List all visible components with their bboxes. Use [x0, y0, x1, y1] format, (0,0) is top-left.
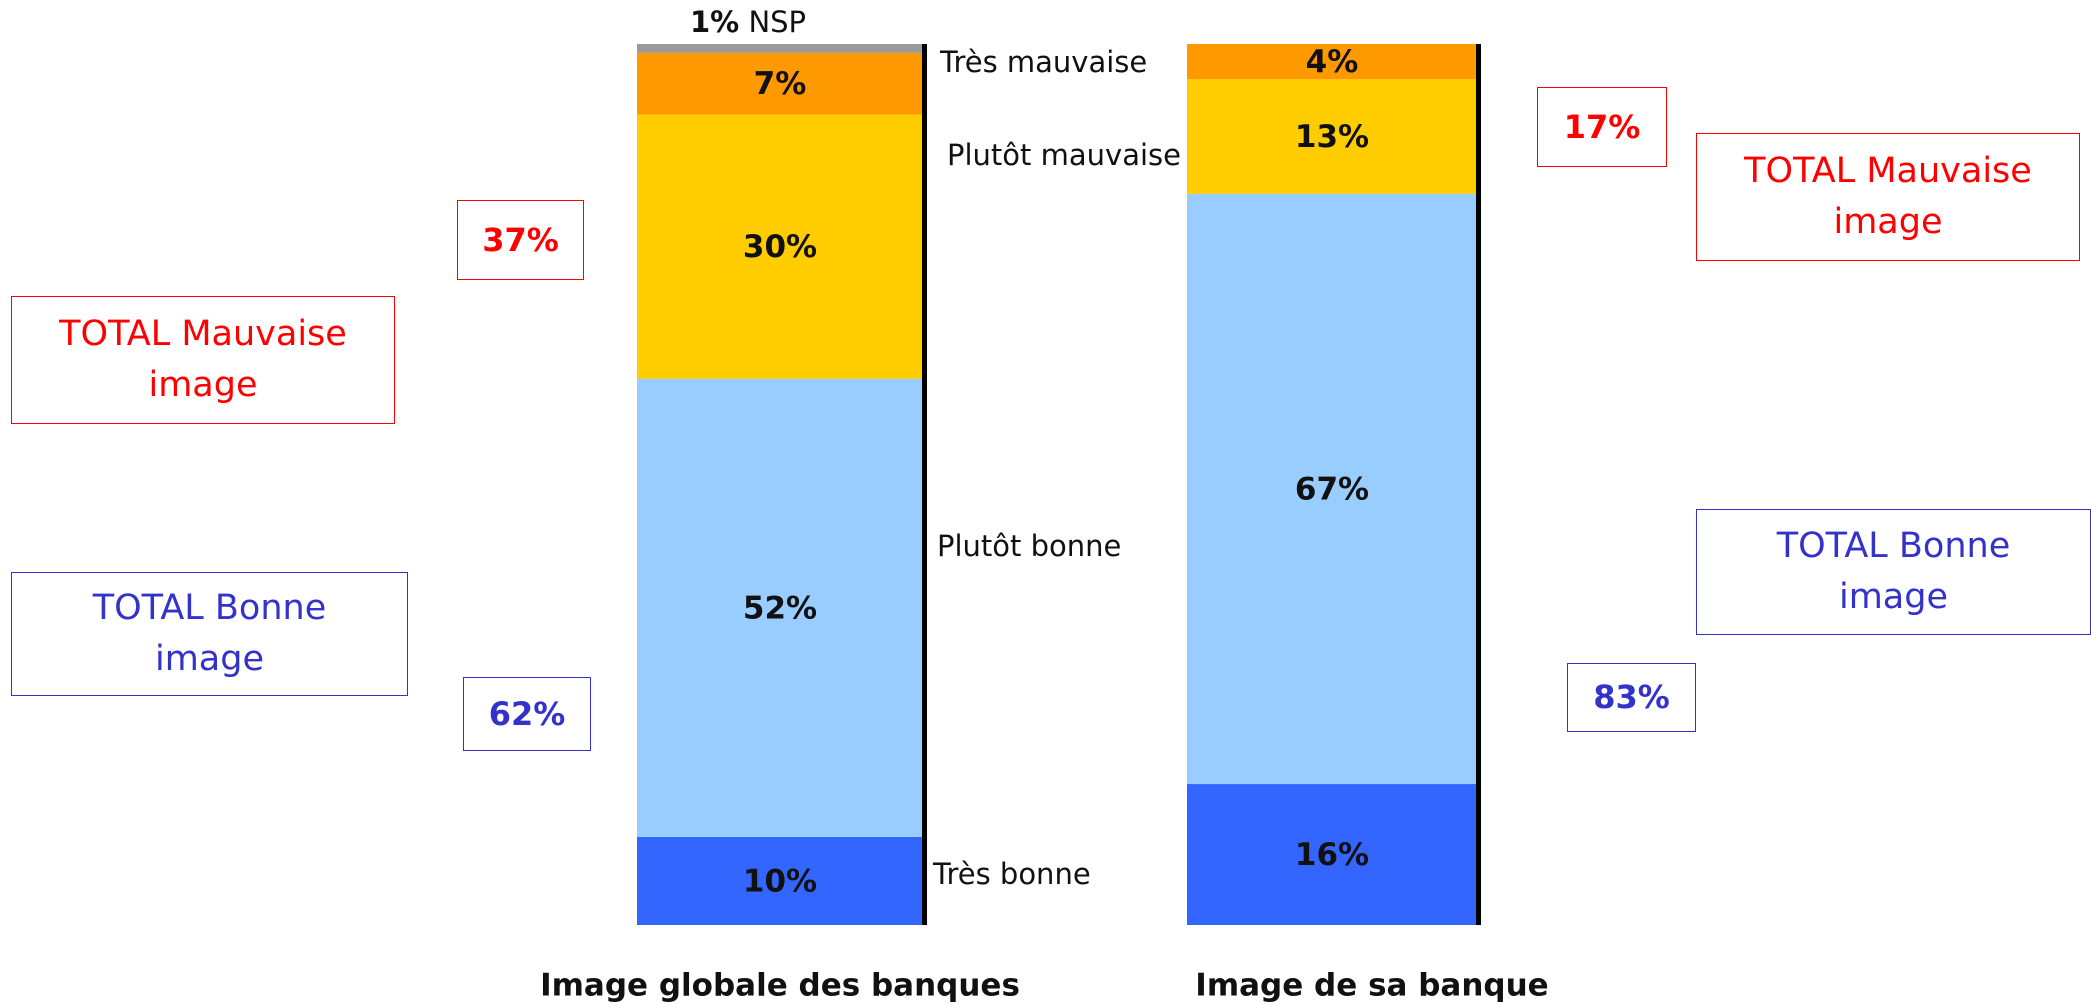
bar-segment [1187, 193, 1477, 785]
total-value: 37% [457, 200, 584, 280]
bar-segment [637, 52, 923, 115]
value-label: 1% [690, 5, 739, 39]
bar-segment [637, 114, 923, 379]
total-value-label: 17% [1563, 107, 1641, 146]
total-box: TOTAL Mauvaise image [1696, 133, 2080, 261]
total-label: TOTAL Mauvaise [59, 314, 347, 355]
total-value-label: 37% [482, 220, 559, 259]
bar-segment [1187, 784, 1477, 925]
legend-label: Très bonne [932, 857, 1091, 891]
total-label: image [1838, 577, 1949, 617]
legend-label: Plutôt mauvaise [947, 138, 1181, 172]
bar-segment [1187, 44, 1477, 80]
total-label: TOTAL Mauvaise [1744, 151, 2032, 192]
total-box: TOTAL Mauvaise image [11, 296, 395, 424]
bar-segment [637, 836, 923, 925]
total-value: 83% [1567, 663, 1696, 732]
total-label: image [1833, 202, 1943, 242]
bar-segment [637, 44, 923, 53]
value-label: 30% [743, 229, 817, 265]
total-box: TOTAL Bonne image [11, 572, 408, 696]
total-label: TOTAL Bonne [1776, 526, 2011, 567]
legend-label: 1% NSP [690, 5, 806, 39]
total-label: TOTAL Bonne [92, 588, 327, 629]
value-label: 7% [754, 66, 807, 102]
x-tick-label: Image globale des banques [540, 968, 1020, 1004]
total-value: 62% [463, 677, 591, 751]
total-value-label: 62% [488, 694, 566, 733]
bar-segment [1187, 79, 1477, 194]
total-label: image [154, 639, 265, 679]
bar-edge [922, 44, 927, 925]
legend-label: Plutôt bonne [937, 529, 1121, 563]
total-box: TOTAL Bonne image [1696, 509, 2091, 635]
total-value-label: 83% [1593, 678, 1670, 717]
value-label: 10% [743, 863, 817, 899]
legend-label: Très mauvaise [939, 45, 1147, 79]
legend-name: NSP [748, 5, 806, 39]
value-label: 13% [1295, 119, 1369, 155]
value-label: 67% [1295, 471, 1369, 507]
value-label: 4% [1306, 44, 1359, 80]
bar-edge [1476, 44, 1481, 925]
bar-segment [637, 378, 923, 837]
total-value: 17% [1537, 87, 1667, 167]
legend-space [739, 5, 748, 39]
value-label: 16% [1295, 837, 1369, 873]
x-tick-label: Image de sa banque [1195, 968, 1548, 1004]
total-label: image [148, 365, 258, 405]
value-label: 52% [743, 590, 817, 626]
